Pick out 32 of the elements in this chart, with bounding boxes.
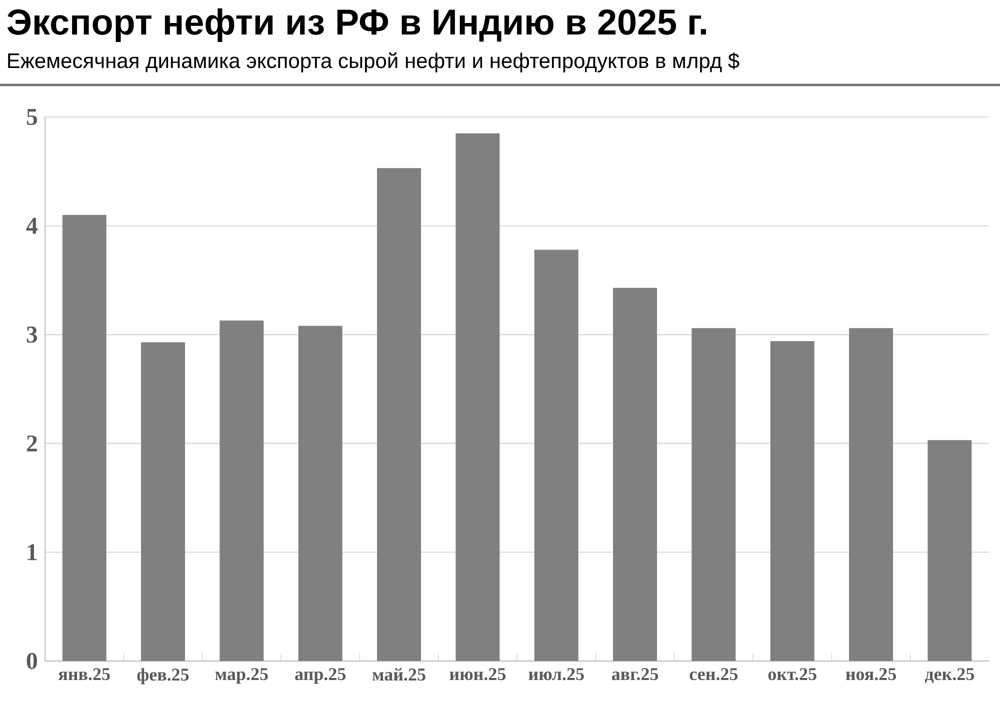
y-tick-label: 4 <box>26 218 38 234</box>
x-tick-label: сен.25 <box>690 668 738 680</box>
bar <box>849 328 894 661</box>
chart-subtitle: Ежемесячная динамика экспорта сырой нефти и нефтепродуктов в млрд $ <box>8 52 740 72</box>
bar <box>456 133 500 661</box>
x-tick-label: апр.25 <box>295 668 346 684</box>
x-tick-label: авг.25 <box>612 668 658 680</box>
bar <box>613 288 658 661</box>
x-tick-label: ноя.25 <box>846 668 896 680</box>
x-tick-label: июн.25 <box>450 668 506 680</box>
bar <box>377 168 422 661</box>
x-tick-label: окт.25 <box>768 668 816 680</box>
chart-title: Экспорт нефти из РФ в Индию в 2025 г. <box>7 8 706 42</box>
bar <box>298 326 342 661</box>
y-tick-label: 0 <box>26 652 38 670</box>
bar <box>141 342 186 661</box>
x-tick-label: июл.25 <box>528 668 584 680</box>
x-tick-label: янв.25 <box>58 668 110 680</box>
y-tick-label: 3 <box>26 326 38 343</box>
x-tick-label: фев.25 <box>137 668 189 684</box>
x-tick-label: дек.25 <box>924 668 974 684</box>
x-tick-label: мар.25 <box>215 668 268 684</box>
bar <box>62 214 106 661</box>
y-tick-label: 5 <box>26 109 38 125</box>
bar <box>534 250 578 661</box>
bar <box>692 328 736 661</box>
y-tick-label: 2 <box>26 435 37 452</box>
x-tick-label: май.25 <box>372 668 426 681</box>
y-tick-label: 1 <box>28 544 37 560</box>
bar <box>928 440 972 661</box>
bar <box>220 320 264 661</box>
bar <box>770 341 814 661</box>
